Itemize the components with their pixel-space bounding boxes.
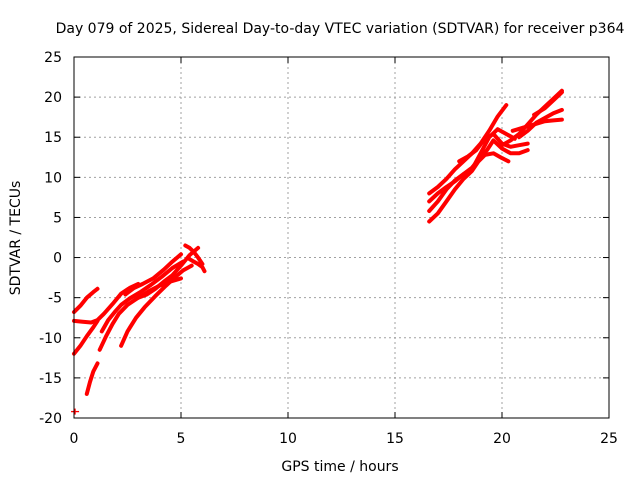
y-tick-label: 15 xyxy=(44,130,62,146)
series-track-10 xyxy=(183,243,205,266)
series-track-2 xyxy=(72,282,141,325)
y-tick-labels: 25 20 15 10 5 0 -5 -10 -15 -20 xyxy=(39,50,62,427)
series-track-1 xyxy=(72,286,100,315)
series-track-4 xyxy=(84,361,100,396)
y-tick-label: 20 xyxy=(44,90,62,106)
x-tick-label: 20 xyxy=(493,431,511,447)
series-track-20 xyxy=(532,90,564,117)
series-track-9 xyxy=(136,245,201,300)
y-tick-label: 0 xyxy=(53,251,62,267)
plot-frame xyxy=(73,56,610,419)
series-track-19 xyxy=(517,107,564,140)
series-track-14 xyxy=(427,127,517,204)
y-tick-label: 5 xyxy=(53,210,62,226)
series-track-15 xyxy=(427,103,509,196)
series-track-8 xyxy=(123,252,183,297)
y-tick-label: 10 xyxy=(44,170,62,186)
y-tick-label: -15 xyxy=(39,371,62,387)
x-tick-label: 15 xyxy=(386,431,404,447)
x-axis-label: GPS time / hours xyxy=(281,459,398,475)
y-tick-label: -5 xyxy=(48,291,62,307)
y-axis-label: SDTVAR / TECUs xyxy=(8,181,24,296)
series-track-7 xyxy=(119,263,194,348)
series-track-6 xyxy=(99,259,186,334)
x-tick-label: 25 xyxy=(600,431,618,447)
series-track-5 xyxy=(97,276,183,352)
series-track-13 xyxy=(427,138,530,213)
y-tick-label: 25 xyxy=(44,50,62,66)
x-tick-label: 5 xyxy=(177,431,186,447)
x-tick-labels: 0 5 10 15 20 25 xyxy=(70,431,618,447)
series-track-16 xyxy=(457,132,530,164)
series-track-11 xyxy=(187,257,207,274)
data-series xyxy=(71,88,564,415)
chart-title: Day 079 of 2025, Sidereal Day-to-day VTE… xyxy=(56,21,625,37)
x-tick-label: 0 xyxy=(70,431,79,447)
grid xyxy=(74,57,609,418)
axis-ticks xyxy=(73,56,610,419)
series-track-12 xyxy=(427,151,511,224)
series-track-3 xyxy=(72,318,100,356)
y-tick-label: -20 xyxy=(39,411,62,427)
y-tick-label: -10 xyxy=(39,331,62,347)
x-tick-label: 10 xyxy=(279,431,297,447)
